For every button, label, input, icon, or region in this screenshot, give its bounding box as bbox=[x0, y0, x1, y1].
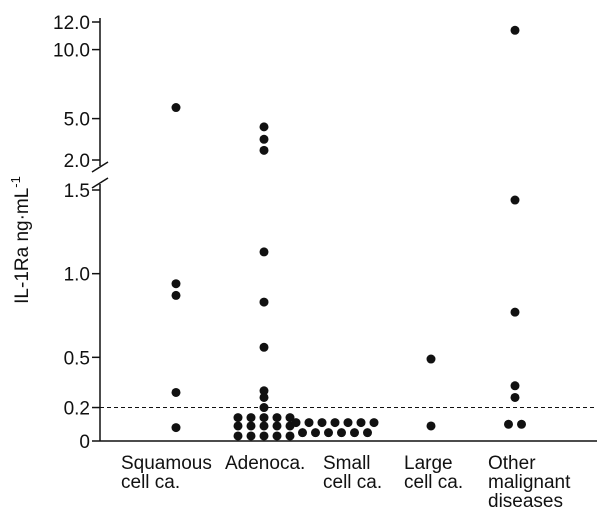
y-tick-label: 1.0 bbox=[64, 265, 90, 286]
y-tick-label: 0.2 bbox=[64, 399, 90, 420]
dot bbox=[246, 421, 256, 431]
x-tick-line: cell ca. bbox=[404, 472, 463, 493]
x-tick-label: Large cell ca. bbox=[404, 453, 463, 493]
x-tick-line: Squamous bbox=[121, 453, 212, 474]
y-tick-label: 12.0 bbox=[53, 13, 90, 34]
x-tick-line: malignant bbox=[488, 472, 571, 493]
dot bbox=[330, 418, 340, 428]
x-tick-line: diseases bbox=[488, 491, 563, 512]
dot bbox=[259, 386, 269, 396]
dot bbox=[259, 392, 269, 402]
dot bbox=[311, 428, 320, 438]
dot bbox=[259, 421, 269, 431]
dot bbox=[337, 428, 346, 438]
dot bbox=[171, 423, 181, 433]
y-tick-label: 10.0 bbox=[53, 41, 90, 62]
dot bbox=[510, 381, 520, 391]
dot bbox=[259, 145, 269, 155]
dot bbox=[510, 392, 520, 402]
dot bbox=[324, 428, 333, 438]
axis-break bbox=[91, 161, 109, 173]
x-tick-line: Other bbox=[488, 453, 536, 474]
dot bbox=[272, 421, 282, 431]
dot bbox=[369, 418, 379, 428]
x-tick-line: cell ca. bbox=[323, 472, 382, 493]
dot bbox=[298, 428, 307, 438]
dot bbox=[291, 418, 301, 428]
y-axis-label: IL-1Ra ng·mL-1 bbox=[8, 176, 33, 304]
y-label-text: IL-1Ra ng·mL bbox=[12, 188, 33, 304]
dot bbox=[272, 431, 282, 441]
dot bbox=[259, 134, 269, 144]
x-tick-label: Squamous cell ca. bbox=[121, 453, 212, 493]
y-tick-label: 1.5 bbox=[64, 181, 90, 202]
y-tick-label: 0.5 bbox=[64, 348, 90, 369]
dot bbox=[356, 418, 366, 428]
dot bbox=[259, 403, 269, 413]
dot bbox=[259, 342, 269, 352]
dot bbox=[504, 419, 513, 429]
x-tick-label: Adenoca. bbox=[225, 453, 305, 474]
y-label-sup: -1 bbox=[8, 176, 23, 188]
dot bbox=[259, 413, 269, 423]
dot bbox=[517, 419, 526, 429]
dot bbox=[272, 413, 282, 423]
dot bbox=[285, 431, 295, 441]
dot bbox=[510, 25, 520, 35]
dot bbox=[317, 418, 327, 428]
dot bbox=[171, 279, 181, 289]
dot bbox=[246, 431, 256, 441]
dot bbox=[233, 431, 243, 441]
dot bbox=[350, 428, 359, 438]
dot bbox=[510, 195, 520, 205]
dot bbox=[426, 354, 436, 364]
dot bbox=[259, 122, 269, 132]
dot bbox=[259, 297, 269, 307]
dot bbox=[343, 418, 353, 428]
dot bbox=[233, 413, 243, 423]
dot bbox=[246, 413, 256, 423]
dot bbox=[259, 431, 269, 441]
x-tick-label: Other malignant diseases bbox=[488, 453, 571, 512]
dot bbox=[304, 418, 314, 428]
y-tick-label: 2.0 bbox=[64, 151, 90, 172]
dot bbox=[426, 421, 436, 431]
dot bbox=[285, 413, 295, 423]
x-tick-line: cell ca. bbox=[121, 472, 180, 493]
y-tick-label: 5.0 bbox=[64, 110, 90, 131]
x-tick-line: Adenoca. bbox=[225, 453, 305, 474]
x-tick-line: Small bbox=[323, 453, 371, 474]
dot bbox=[171, 290, 181, 300]
x-tick-line: Large bbox=[404, 453, 453, 474]
axis-break bbox=[91, 177, 109, 189]
y-tick-label: 0 bbox=[79, 432, 90, 453]
dot bbox=[259, 247, 269, 257]
dot bbox=[171, 103, 181, 113]
dot bbox=[363, 428, 372, 438]
dot bbox=[171, 387, 181, 397]
dot bbox=[233, 421, 243, 431]
dot bbox=[510, 307, 520, 317]
x-tick-label: Small cell ca. bbox=[323, 453, 382, 493]
